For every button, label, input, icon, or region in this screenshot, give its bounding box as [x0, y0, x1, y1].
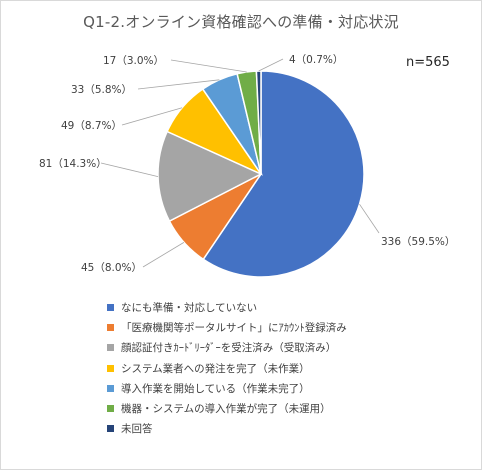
leader-line-3 [121, 107, 183, 126]
legend-swatch-3 [107, 364, 114, 372]
legend-swatch-5 [107, 405, 114, 413]
pie-slice-2 [157, 130, 263, 223]
data-label-0: 336（59.5%） [381, 236, 455, 248]
legend-entry-2: 顔認証付きｶｰﾄﾞﾘｰﾀﾞｰを受注済み（受取済み） [107, 338, 347, 358]
leader-line-5 [170, 59, 247, 73]
leader-line-4 [137, 79, 220, 90]
data-label-5: 17（3.0%） [103, 55, 164, 67]
legend-label-0: なにも準備・対応していない [121, 301, 258, 314]
legend-entry-5: 機器・システムの導入作業が完了（未運用） [107, 398, 347, 418]
pie-chart: 336（59.5%） 45（8.0%） 81（14.3%） 49（8.7%） 33（5.… [39, 54, 455, 278]
leader-line-2 [100, 162, 159, 177]
leader-line-1 [142, 242, 185, 268]
legend-label-5: 機器・システムの導入作業が完了（未運用） [121, 403, 331, 416]
legend-swatch-4 [107, 384, 114, 392]
data-label-1: 45（8.0%） [81, 262, 142, 274]
legend-entry-6: 未回答 [107, 419, 347, 439]
legend-label-1: 「医療機関等ポータルサイト」にｱｶｳﾝﾄ登録済み [121, 321, 347, 334]
legend-entry-3: システム業者への発注を完了（未作業） [107, 358, 347, 378]
data-label-6: 4（0.7%） [289, 54, 343, 66]
legend: なにも準備・対応していない「医療機関等ポータルサイト」にｱｶｳﾝﾄ登録済み 顔認証… [107, 297, 347, 439]
pie-slice-0 [202, 70, 365, 278]
legend-entry-0: なにも準備・対応していない [107, 297, 347, 317]
legend-label-3: システム業者への発注を完了（未作業） [121, 362, 310, 375]
legend-label-4: 導入作業を開始している（作業未完了） [121, 382, 310, 395]
chart-title: Q1-2.オンライン資格確認への準備・対応状況 [83, 13, 399, 31]
data-label-2: 81（14.3%） [39, 158, 107, 170]
pie-slice-6 [255, 70, 262, 175]
legend-swatch-1 [107, 323, 114, 331]
legend-label-2: 顔認証付きｶｰﾄﾞﾘｰﾀﾞｰを受注済み（受取済み） [121, 342, 337, 355]
sample-size-label: n=565 [406, 55, 450, 70]
legend-label-6: 未回答 [121, 423, 153, 436]
legend-entry-4: 導入作業を開始している（作業未完了） [107, 378, 347, 398]
legend-swatch-0 [107, 303, 114, 311]
legend-entry-1: 「医療機関等ポータルサイト」にｱｶｳﾝﾄ登録済み [107, 317, 347, 337]
leader-line-6 [258, 58, 284, 72]
data-label-4: 33（5.8%） [71, 84, 132, 96]
legend-swatch-2 [107, 344, 114, 352]
data-label-3: 49（8.7%） [61, 120, 122, 132]
leader-line-0 [359, 203, 380, 234]
legend-swatch-6 [107, 425, 114, 433]
